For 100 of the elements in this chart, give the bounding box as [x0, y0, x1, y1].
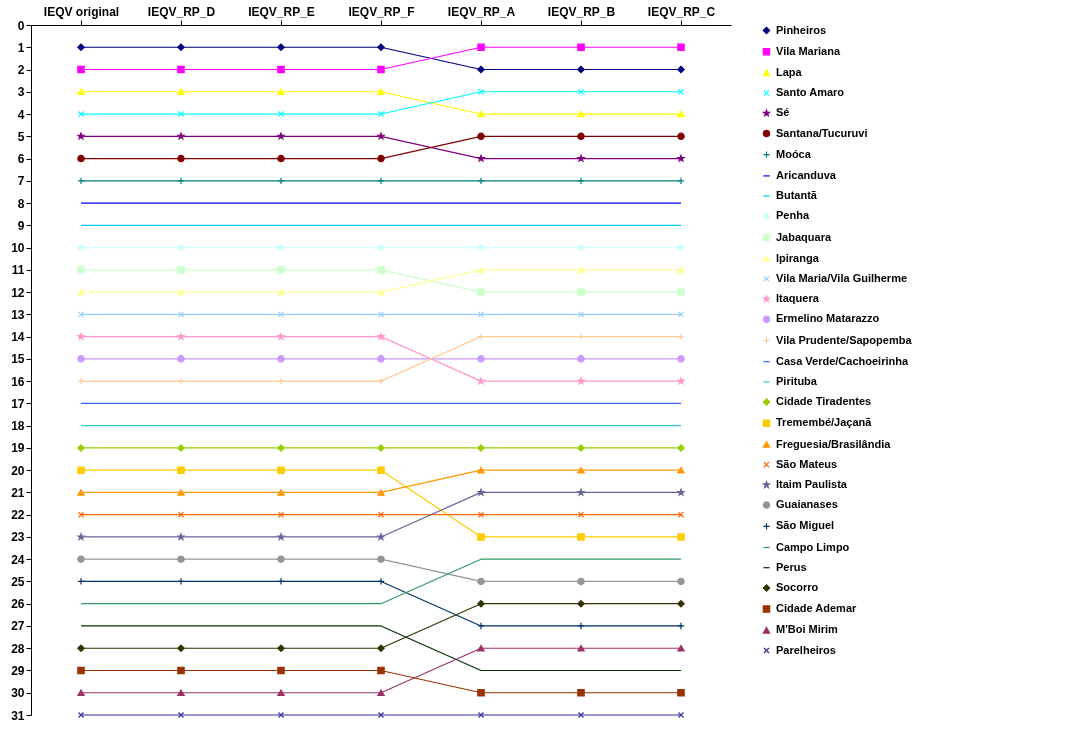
point	[577, 533, 585, 541]
point	[677, 243, 685, 252]
point	[177, 533, 185, 541]
legend-label: Casa Verde/Cachoeirinha	[776, 354, 909, 367]
point	[77, 132, 85, 140]
point	[177, 332, 185, 340]
point	[77, 489, 85, 496]
y-tick-label: 3	[17, 85, 25, 100]
point	[377, 243, 385, 252]
legend-label: Sé	[776, 106, 790, 119]
point	[577, 466, 585, 474]
point	[277, 466, 285, 474]
point	[377, 555, 385, 563]
legend-label: Lapa	[776, 65, 803, 78]
y-tick-label: 7	[17, 174, 25, 189]
legend-label: Vila Prudente/Sapopemba	[776, 333, 913, 346]
point	[77, 511, 85, 518]
x-tick-label: IEQV_RP_E	[248, 4, 315, 19]
legend-label: Itaim Paulista	[776, 477, 848, 490]
y-tick-label: 27	[11, 619, 25, 634]
point	[677, 43, 685, 52]
point	[677, 110, 685, 118]
point	[377, 577, 385, 586]
y-tick-label: 2	[17, 63, 25, 78]
point	[177, 266, 185, 274]
legend-label: Parelheiros	[776, 643, 836, 656]
x-tick-label: IEQV_RP_A	[447, 4, 516, 19]
point	[677, 266, 685, 274]
point	[677, 644, 685, 652]
point	[677, 355, 685, 363]
point	[377, 154, 385, 163]
point	[77, 65, 85, 74]
legend-label: Pirituba	[776, 374, 818, 387]
point	[277, 444, 285, 452]
point	[377, 288, 385, 296]
point	[677, 132, 685, 141]
legend-label: Vila Maria/Vila Guilherme	[776, 271, 908, 284]
x-tick-label: IEQV_RP_F	[348, 4, 415, 19]
point	[77, 644, 85, 652]
point	[577, 355, 585, 363]
y-tick-label: 16	[11, 374, 25, 389]
point	[377, 444, 385, 452]
point	[177, 288, 185, 296]
point	[577, 311, 585, 318]
point	[77, 288, 85, 296]
point	[177, 243, 185, 252]
point	[77, 555, 85, 563]
point	[377, 689, 385, 697]
legend-label: Aricanduva	[776, 168, 837, 181]
legend-label: Santana/Tucuruvi	[776, 126, 868, 139]
point	[177, 65, 185, 74]
point	[77, 689, 85, 697]
y-tick-label: 29	[11, 663, 25, 678]
point	[177, 555, 185, 563]
legend-label: Tremembé/Jaçanã	[776, 416, 873, 429]
y-tick-label: 8	[17, 196, 25, 211]
point	[677, 288, 685, 296]
point	[177, 154, 185, 163]
y-tick-label: 12	[11, 285, 25, 300]
y-tick-label: 5	[17, 129, 25, 144]
legend-label: Ipiranga	[776, 251, 820, 264]
legend-label: Cidade Tiradentes	[776, 395, 872, 408]
y-tick-label: 13	[11, 307, 25, 322]
point	[577, 599, 585, 608]
point	[477, 154, 485, 162]
point	[277, 689, 285, 697]
y-tick-label: 10	[11, 241, 25, 256]
point	[477, 466, 485, 474]
y-tick-label: 1	[17, 40, 25, 55]
point	[277, 332, 285, 340]
point	[277, 177, 285, 185]
point	[277, 577, 285, 586]
point	[677, 511, 685, 518]
point	[477, 132, 485, 141]
legend-label: Butantã	[776, 189, 818, 202]
point	[377, 65, 385, 74]
point	[77, 43, 85, 52]
point	[477, 177, 485, 185]
y-tick-label: 26	[11, 597, 25, 612]
point	[577, 177, 585, 185]
point	[77, 466, 85, 474]
y-tick-label: 14	[11, 330, 25, 345]
point	[577, 110, 585, 118]
y-tick-label: 9	[17, 218, 25, 233]
point	[177, 511, 185, 518]
point	[377, 511, 385, 518]
point	[477, 444, 485, 452]
legend-label: M'Boi Mirim	[776, 623, 839, 636]
point	[77, 154, 85, 163]
legend-label: Moóca	[776, 147, 812, 160]
point	[77, 666, 85, 675]
point	[277, 154, 285, 163]
point	[377, 177, 385, 185]
point	[277, 533, 285, 541]
point	[377, 489, 385, 496]
point	[477, 88, 485, 95]
point	[677, 533, 685, 541]
legend-label: São Mateus	[776, 457, 838, 470]
point	[477, 110, 485, 118]
point	[577, 622, 585, 630]
